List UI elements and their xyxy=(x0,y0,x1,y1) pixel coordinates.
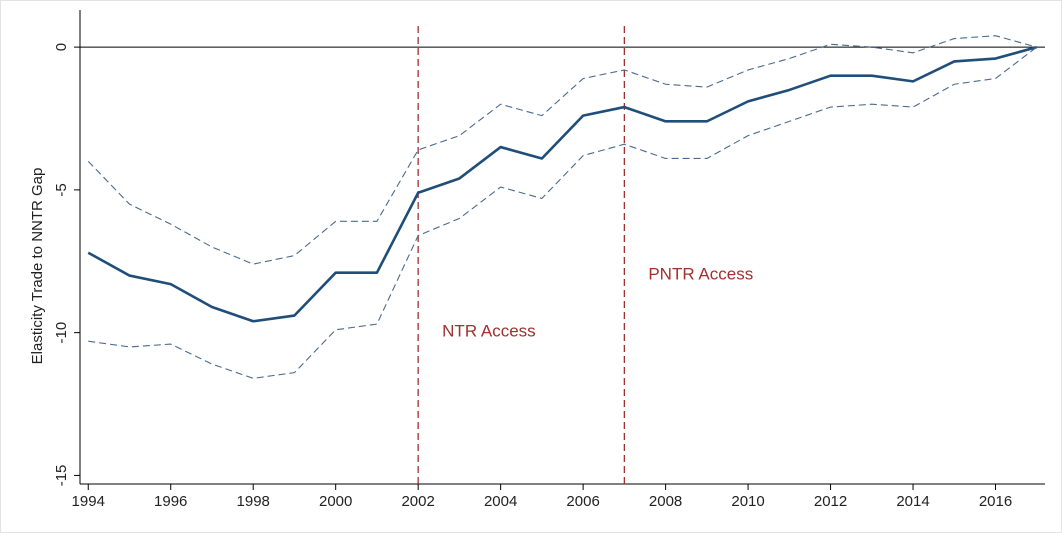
y-tick-label: 0 xyxy=(53,43,70,51)
x-tick-label: 1998 xyxy=(237,493,270,510)
x-tick-label: 2002 xyxy=(401,493,434,510)
y-tick-label: -5 xyxy=(53,183,70,196)
period-label: PNTR Access xyxy=(648,264,753,283)
y-axis-label: Elasticity Trade to NNTR Gap xyxy=(29,168,46,365)
x-tick-label: 2012 xyxy=(814,493,847,510)
x-tick-label: 2010 xyxy=(731,493,764,510)
x-tick-label: 1996 xyxy=(154,493,187,510)
x-tick-label: 2016 xyxy=(979,493,1012,510)
y-tick-label: -15 xyxy=(53,465,70,487)
x-tick-label: 1994 xyxy=(72,493,105,510)
ci-line xyxy=(87,35,1037,265)
ci-line xyxy=(88,46,1038,379)
period-label: NTR Access xyxy=(442,321,536,340)
y-tick-label: -10 xyxy=(53,322,70,344)
x-tick-label: 2008 xyxy=(649,493,682,510)
estimate-line xyxy=(87,45,1038,323)
x-tick-label: 2004 xyxy=(484,493,517,510)
x-tick-label: 2000 xyxy=(319,493,352,510)
x-tick-label: 2006 xyxy=(566,493,599,510)
x-tick-label: 2014 xyxy=(896,493,929,510)
